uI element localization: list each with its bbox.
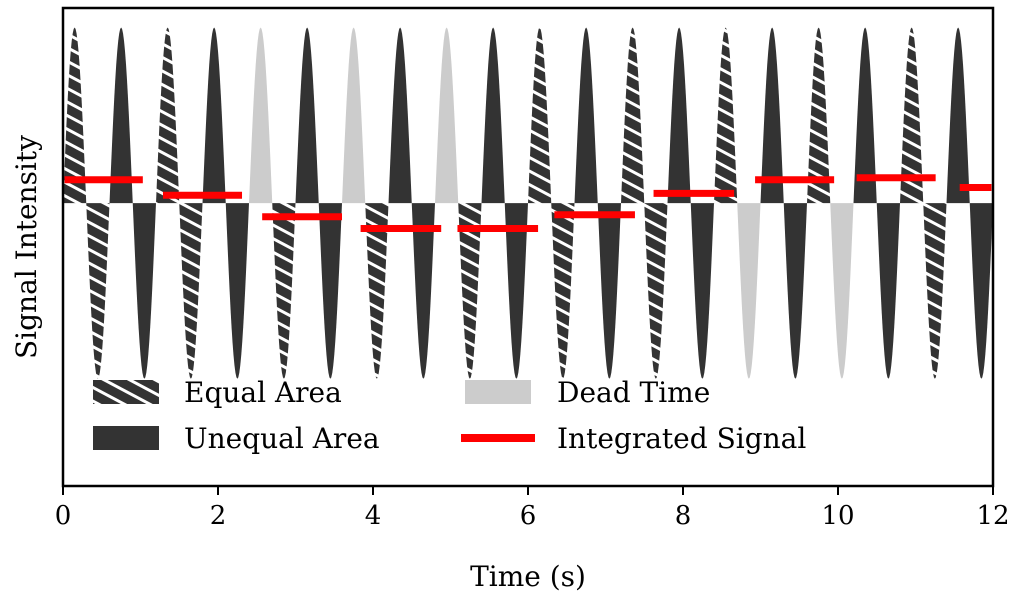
signal-pulse: [946, 27, 970, 204]
signal-pulse: [690, 203, 714, 379]
signal-pulse: [760, 27, 784, 204]
signal-pulse: [667, 27, 691, 204]
signal-pulse: [783, 203, 807, 379]
signal-pulse: [225, 203, 249, 379]
legend-swatch-equal-area: [93, 380, 159, 404]
x-axis-ticks: 0 2 4 6 8 10 12: [55, 486, 1010, 531]
signal-pulse: [481, 27, 505, 204]
signal-pulse: [969, 203, 993, 379]
x-tick-label: 10: [821, 501, 854, 531]
signal-pulse: [853, 27, 877, 204]
y-axis-label: Signal Intensity: [10, 135, 43, 359]
signal-pulse: [574, 27, 598, 204]
signal-pulse: [249, 27, 273, 204]
signal-pulse: [295, 27, 319, 204]
signal-pulse: [132, 203, 156, 379]
integrated-signal-layer: [64, 174, 992, 232]
signal-pulse: [365, 203, 389, 379]
signal-pulse: [830, 203, 854, 379]
x-tick-label: 6: [520, 501, 537, 531]
signal-pulse: [621, 27, 645, 204]
signal-pulse: [318, 203, 342, 379]
legend-label-dead-time: Dead Time: [557, 376, 710, 409]
signal-pulse: [644, 203, 668, 379]
legend-swatch-unequal-area: [93, 426, 159, 450]
signal-pulse: [714, 27, 738, 204]
signal-pulse: [63, 27, 87, 204]
signal-pulse: [900, 27, 924, 204]
signal-pulse: [202, 27, 226, 204]
x-tick-label: 0: [55, 501, 72, 531]
signal-pulse: [737, 203, 761, 379]
x-tick-label: 2: [210, 501, 227, 531]
signal-pulse: [179, 203, 203, 379]
legend-swatch-dead-time: [465, 380, 531, 404]
signal-pulse: [551, 203, 575, 379]
signal-pulse: [504, 203, 528, 379]
signal-pulse: [528, 27, 552, 204]
legend: Equal Area Unequal Area Dead Time Integr…: [93, 376, 806, 455]
x-axis-label: Time (s): [470, 560, 586, 593]
signal-pulse: [876, 203, 900, 379]
signal-pulse: [923, 203, 947, 379]
legend-label-equal-area: Equal Area: [184, 376, 342, 409]
signal-pulse: [807, 27, 831, 204]
signal-pulse: [342, 27, 366, 204]
signal-pulse: [597, 203, 621, 379]
signal-pulse: [156, 27, 180, 204]
x-tick-label: 8: [675, 501, 692, 531]
plot-frame: [61, 6, 995, 488]
signal-pulse: [388, 27, 412, 204]
signal-pulse: [86, 203, 110, 379]
legend-label-integrated-signal: Integrated Signal: [557, 422, 806, 455]
legend-swatch-integrated-signal: [461, 434, 535, 442]
signal-pulse: [435, 27, 459, 204]
x-tick-label: 4: [365, 501, 382, 531]
signal-pulse: [458, 203, 482, 379]
signal-pulse: [272, 203, 296, 379]
signal-pulse: [411, 203, 435, 379]
plot-area: [63, 27, 993, 379]
x-tick-label: 12: [976, 501, 1009, 531]
signal-pulse: [109, 27, 133, 204]
legend-label-unequal-area: Unequal Area: [184, 422, 380, 455]
